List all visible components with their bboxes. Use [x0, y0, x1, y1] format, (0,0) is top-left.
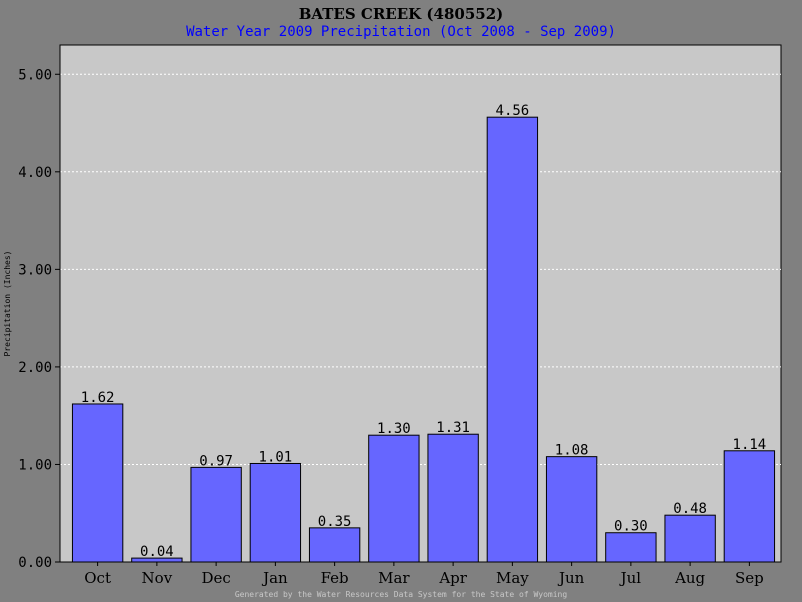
data-label: 1.08 [555, 443, 589, 459]
footer-credit: Generated by the Water Resources Data Sy… [234, 590, 568, 599]
x-tick-label: Dec [201, 569, 230, 587]
bar [249, 462, 302, 563]
y-tick-label: 1.00 [18, 457, 52, 473]
data-label: 0.04 [140, 544, 174, 560]
data-label: 0.97 [199, 453, 233, 469]
plot-area [59, 44, 782, 563]
x-tick-label: Nov [142, 569, 173, 587]
y-tick-label: 2.00 [18, 360, 52, 376]
chart-title: BATES CREEK (480552) [298, 5, 504, 23]
x-tick-label: May [496, 569, 529, 587]
data-label: 0.48 [673, 501, 707, 517]
bar [605, 532, 657, 563]
data-label: 1.14 [733, 437, 767, 453]
data-label: 1.31 [436, 420, 470, 436]
bar [723, 450, 776, 563]
y-tick-label: 4.00 [18, 165, 52, 181]
bar [664, 514, 716, 563]
y-tick-label: 0.00 [18, 555, 52, 571]
data-label: 1.62 [81, 390, 115, 406]
bar [545, 456, 598, 563]
x-tick-label: Jan [261, 569, 288, 587]
bar [190, 466, 242, 563]
bar [427, 433, 479, 563]
x-tick-label: Feb [321, 569, 349, 587]
y-axis-label: Precipitation (Inches) [3, 251, 12, 357]
data-label: 1.01 [259, 449, 293, 465]
bar [71, 403, 124, 563]
data-label: 1.30 [377, 421, 411, 437]
x-tick-label: Mar [378, 569, 410, 587]
data-label: 0.35 [318, 514, 352, 530]
data-label: 0.30 [614, 519, 648, 535]
y-tick-label: 5.00 [18, 67, 52, 83]
x-tick-label: Jul [619, 569, 642, 587]
bar [308, 527, 361, 563]
data-label: 4.56 [496, 103, 530, 119]
x-tick-label: Oct [84, 569, 111, 587]
bar [368, 434, 420, 563]
y-tick-label: 3.00 [18, 262, 52, 278]
x-tick-label: Aug [674, 569, 705, 587]
x-tick-label: Sep [735, 569, 764, 587]
chart-subtitle: Water Year 2009 Precipitation (Oct 2008 … [186, 24, 616, 40]
bar [486, 116, 539, 563]
x-tick-label: Apr [438, 569, 467, 587]
x-tick-label: Jun [557, 569, 585, 587]
